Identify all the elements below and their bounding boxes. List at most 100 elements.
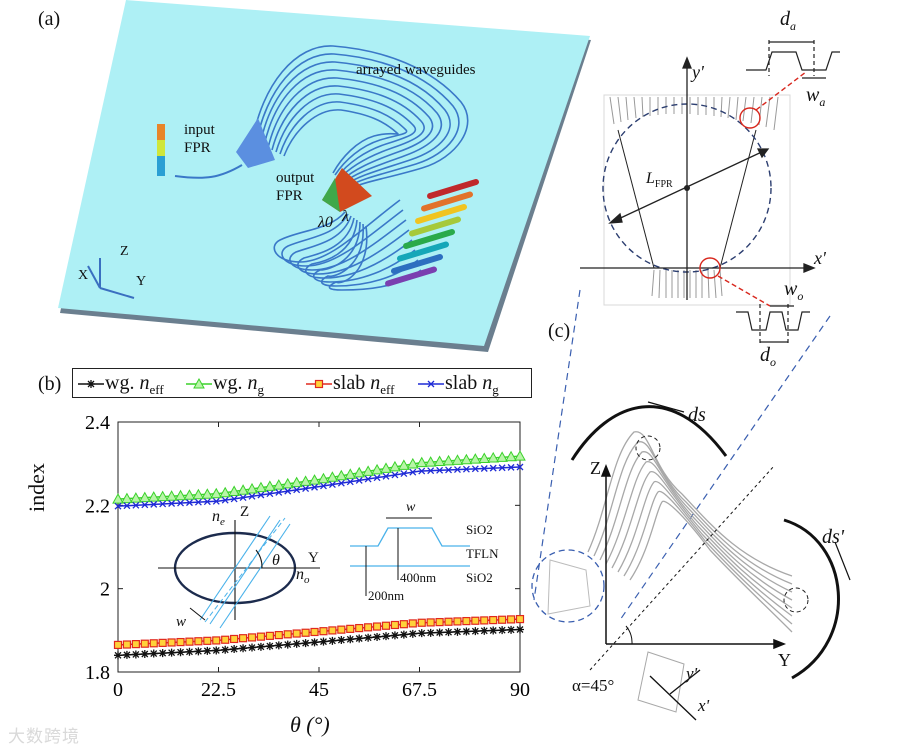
thick-400-label: 400nm [400, 570, 437, 585]
series-marker [156, 490, 169, 502]
series-marker [290, 476, 303, 488]
series-marker [489, 626, 498, 635]
ne-label: ne [212, 508, 225, 529]
series-marker [275, 488, 283, 496]
series-marker [308, 474, 321, 485]
series-marker [453, 617, 462, 626]
inset-y-label: Y [308, 550, 319, 566]
series-marker [283, 630, 292, 639]
legend-item: slab neff [305, 372, 394, 398]
series-marker [185, 637, 194, 646]
series-marker [398, 459, 410, 470]
series-marker [176, 648, 185, 657]
legend-marker-symbol [193, 378, 205, 389]
series-marker [382, 632, 390, 641]
series-marker [186, 499, 193, 507]
series-marker [320, 482, 327, 490]
series-marker [203, 636, 212, 645]
inset-axes [158, 520, 320, 620]
series-marker [506, 615, 516, 624]
panel-c-yprime-label: y' [686, 664, 698, 683]
series-marker [201, 488, 214, 499]
fpr-bottom-waveguide-comb [651, 269, 723, 299]
legend-marker-symbol [314, 380, 324, 389]
output-bar-6 [391, 254, 443, 274]
series-marker [373, 474, 381, 482]
bottom-callout-circle [699, 257, 721, 279]
series-2 [113, 614, 525, 650]
series-marker [299, 475, 312, 486]
series-marker [301, 639, 310, 648]
series-marker [158, 649, 167, 658]
series-marker [451, 454, 464, 465]
series-marker [462, 465, 470, 473]
theta-arc [255, 549, 263, 569]
series-marker [515, 614, 525, 624]
input-label-2: FPR [184, 140, 211, 156]
series-marker [174, 489, 187, 501]
series-marker [453, 627, 462, 636]
series-marker [371, 463, 383, 475]
series-marker [219, 486, 232, 498]
series-marker [221, 496, 229, 504]
series-1 [112, 450, 526, 504]
series-marker [408, 629, 417, 638]
fpr-detail-diagram [580, 40, 840, 344]
series-marker [389, 460, 401, 472]
series-marker [516, 463, 524, 471]
series-marker [337, 479, 345, 487]
output-bar-1 [421, 191, 473, 212]
series-marker [424, 456, 437, 467]
right-dashed-circle [783, 587, 809, 613]
series-marker [140, 639, 149, 648]
series-marker [274, 641, 283, 650]
series-marker [239, 644, 248, 653]
series-marker [337, 636, 346, 645]
ridge-profile [350, 527, 470, 547]
series-marker [507, 625, 516, 634]
series-marker [489, 464, 497, 472]
series-marker [230, 495, 238, 503]
zoom-dashed-circle [531, 549, 605, 623]
da-wa-profile [746, 40, 840, 79]
series-marker [471, 465, 479, 473]
output-bar-2 [415, 204, 467, 224]
series-marker [131, 650, 140, 659]
y-tick-label: 2.2 [85, 495, 110, 517]
series-marker [221, 635, 230, 644]
top-callout-circle [739, 107, 761, 129]
series-marker [310, 638, 319, 647]
series-marker [399, 630, 408, 639]
legend-marker-symbol [427, 380, 435, 388]
series-line [117, 455, 521, 500]
series-marker [469, 453, 482, 464]
lambda-label: λ [342, 208, 349, 225]
series-marker [319, 627, 328, 636]
series-marker [381, 621, 391, 630]
fpr-yprime-label: y' [692, 62, 704, 82]
series-marker [230, 634, 239, 644]
axis-x-label: X [78, 268, 89, 283]
series-marker [302, 485, 310, 492]
output-bar-3 [409, 216, 461, 237]
series-marker [194, 637, 203, 646]
w-top-label: w [406, 500, 416, 515]
series-marker [462, 616, 471, 626]
series-marker [362, 465, 374, 476]
lambda0-label: λ0 [318, 214, 333, 231]
series-marker [373, 632, 382, 641]
series-marker [238, 634, 248, 643]
series-marker [460, 453, 473, 465]
waveguide-center [204, 517, 286, 623]
series-marker [399, 620, 408, 629]
series-marker [418, 467, 426, 475]
legend-marker [306, 380, 332, 389]
series-marker [382, 472, 390, 480]
ds-prime-dimension [834, 541, 851, 581]
x-tick-label: 67.5 [402, 679, 437, 701]
series-marker [480, 626, 489, 635]
ds-label: ds [688, 404, 706, 426]
do-label: do [760, 344, 776, 369]
series-marker [272, 479, 285, 490]
